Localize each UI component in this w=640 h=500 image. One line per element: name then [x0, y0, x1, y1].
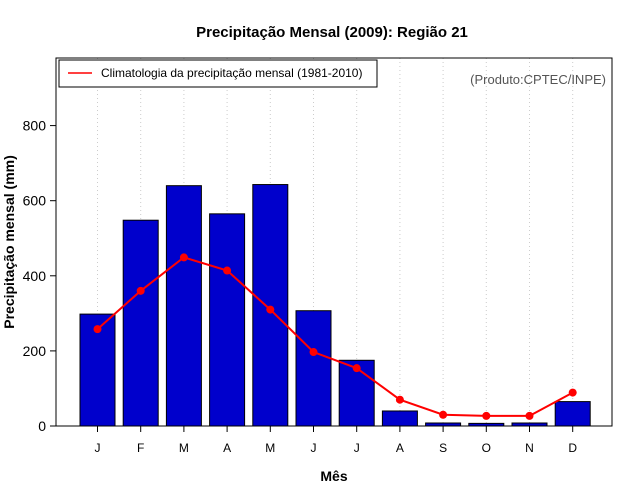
climatology-line-layer — [93, 253, 577, 420]
climatology-point-6 — [309, 348, 318, 357]
bar-8 — [381, 410, 418, 427]
climatology-point-3 — [179, 253, 188, 262]
x-tick-label: A — [396, 441, 404, 455]
bar-6 — [295, 310, 332, 427]
y-tick-label: 600 — [23, 193, 47, 209]
climatology-point-2 — [136, 286, 145, 295]
y-axis: 0 200 400 600 800 — [23, 118, 56, 434]
x-tick-label: D — [568, 441, 577, 455]
bar-5 — [252, 184, 289, 427]
legend: Climatologia da precipitação mensal (198… — [58, 59, 378, 88]
x-tick-label: S — [439, 441, 447, 455]
climatology-point-8 — [395, 395, 404, 404]
x-tick-label: J — [354, 441, 360, 455]
x-tick-label: O — [482, 441, 491, 455]
x-tick-label: F — [137, 441, 144, 455]
y-tick-label: 800 — [23, 118, 47, 134]
x-axis-title: Mês — [320, 468, 347, 484]
y-axis-title: Precipitação mensal (mm) — [1, 155, 17, 329]
y-tick-label: 400 — [23, 268, 47, 284]
y-tick-label: 0 — [38, 418, 46, 434]
source-annotation: (Produto:CPTEC/INPE) — [470, 72, 606, 87]
y-tick-label: 200 — [23, 343, 47, 359]
x-tick-label: M — [179, 441, 189, 455]
climatology-point-12 — [568, 388, 577, 397]
climatology-point-1 — [93, 325, 102, 334]
x-tick-label: N — [525, 441, 534, 455]
bars-layer — [79, 184, 591, 427]
legend-box — [58, 59, 378, 88]
climatology-line — [96, 256, 574, 417]
climatology-point-10 — [482, 411, 491, 420]
climatology-point-9 — [439, 410, 448, 419]
climatology-point-11 — [525, 411, 534, 420]
bar-2 — [122, 219, 159, 427]
climatology-point-7 — [352, 364, 361, 373]
x-tick-label: A — [223, 441, 231, 455]
x-tick-label: M — [265, 441, 275, 455]
x-tick-label: J — [311, 441, 317, 455]
bar-3 — [165, 185, 202, 427]
chart-title: Precipitação Mensal (2009): Região 21 — [196, 24, 468, 41]
legend-label-climatology: Climatologia da precipitação mensal (198… — [101, 66, 362, 80]
x-tick-label: J — [95, 441, 101, 455]
climatology-point-5 — [266, 305, 275, 314]
climatology-point-4 — [223, 266, 232, 275]
bar-12 — [554, 401, 591, 427]
plot-frame — [55, 57, 613, 427]
bar-4 — [209, 213, 246, 427]
